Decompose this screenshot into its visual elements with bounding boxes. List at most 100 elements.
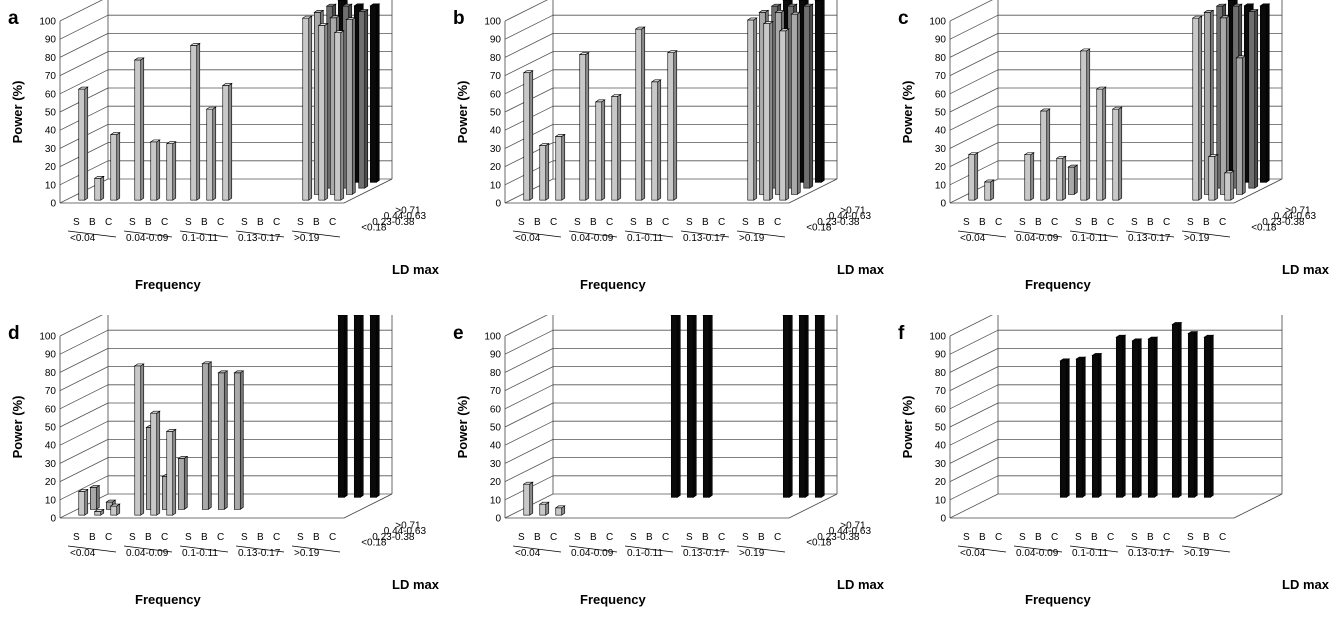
bar-top — [1259, 3, 1271, 7]
bar — [650, 79, 662, 201]
method-label: S — [1187, 217, 1194, 228]
bars — [77, 0, 381, 201]
group-rule — [1069, 545, 1119, 553]
bar-face — [702, 315, 710, 498]
bar-side — [375, 315, 380, 498]
bar-side — [343, 315, 348, 498]
bar-side — [84, 86, 89, 201]
bar-face — [1187, 333, 1195, 498]
y-tick-label: 50 — [45, 423, 57, 434]
bar-top — [301, 15, 313, 19]
bar-side — [796, 11, 801, 195]
y-tick-label: 80 — [45, 53, 57, 64]
bar-side — [140, 57, 145, 201]
bar-side — [324, 22, 329, 201]
method-label: C — [606, 532, 613, 543]
bar-top — [774, 10, 786, 13]
gridline-side — [949, 493, 999, 519]
group-rule — [67, 545, 117, 553]
bar-top — [221, 83, 233, 86]
y-tick-label: 10 — [935, 180, 947, 191]
gridline-side — [504, 420, 554, 446]
method-label: C — [1051, 532, 1058, 543]
y-tick-label: 60 — [935, 404, 947, 415]
bar-side — [1177, 321, 1182, 498]
gridline-side — [504, 439, 554, 464]
frequency-label: 0.1-0.11 — [182, 233, 218, 244]
bar-side — [785, 28, 790, 201]
bar-top — [1203, 334, 1215, 338]
panel-f: 0 10 20 30 40 50 60 70 80 90 100 f Power (%) S B C <0.04… — [890, 315, 1330, 623]
gridline-side — [504, 329, 554, 355]
method-label: C — [1219, 217, 1226, 228]
y-tick-label: 90 — [490, 35, 502, 46]
method-label: B — [145, 217, 152, 228]
y-tick-label: 70 — [45, 71, 57, 82]
bar-face — [353, 315, 361, 498]
panel-letter: b — [453, 8, 465, 29]
bar — [1111, 106, 1123, 201]
frequency-label: <0.04 — [960, 548, 986, 559]
group-rule — [235, 230, 285, 238]
bar — [317, 22, 329, 201]
gridline-side — [504, 315, 548, 337]
bar-top — [205, 106, 217, 110]
bar-side — [1065, 358, 1070, 498]
method-label: B — [758, 217, 765, 228]
bar-top — [1171, 322, 1183, 325]
bar — [109, 503, 121, 516]
y-tick-label: 60 — [45, 404, 57, 415]
gridline-side — [949, 457, 999, 482]
bar-top — [189, 43, 201, 46]
ld-level-label: >0.71 — [840, 520, 866, 531]
gridline-side — [949, 315, 993, 337]
bar-face — [1235, 57, 1243, 195]
frequency-label: 0.1-0.11 — [1072, 233, 1108, 244]
bar-face — [1115, 336, 1123, 498]
y-tick-label: 100 — [39, 332, 56, 343]
frequency-label: 0.1-0.11 — [627, 548, 663, 559]
bar — [802, 3, 814, 189]
bar-side — [529, 481, 534, 516]
y-tick-label: 10 — [490, 180, 502, 191]
method-label: C — [1107, 532, 1114, 543]
bar-top — [786, 3, 798, 7]
bar-side — [617, 93, 622, 201]
group-rule — [179, 545, 229, 553]
bar — [1039, 108, 1051, 201]
bar-top — [1147, 336, 1159, 340]
y-tick-label: 60 — [935, 89, 947, 100]
method-label: B — [257, 217, 264, 228]
bar — [782, 315, 793, 498]
gridline-side — [59, 475, 109, 501]
frequency-label: >0.19 — [739, 233, 765, 244]
gridline-side — [59, 348, 109, 373]
method-label: S — [297, 217, 304, 228]
bar-face — [1091, 355, 1099, 498]
y-tick-label: 90 — [45, 35, 57, 46]
bar — [89, 484, 101, 510]
bar-top — [554, 505, 566, 509]
y-tick-label: 0 — [940, 199, 946, 210]
bar-top — [1055, 155, 1067, 159]
y-tick-label: 80 — [490, 53, 502, 64]
bar — [177, 455, 189, 510]
bar-top — [217, 370, 229, 374]
bar — [165, 428, 177, 516]
y-tick-label: 30 — [45, 144, 57, 155]
y-axis-label: Power (%) — [900, 81, 915, 144]
y-tick-label: 90 — [490, 350, 502, 361]
gridline-side — [59, 329, 109, 355]
bar-side — [804, 315, 809, 498]
z-axis-label: LD max — [1282, 577, 1330, 592]
bar — [93, 508, 105, 516]
gridline-side — [949, 33, 999, 58]
bar-face — [369, 5, 377, 183]
method-label: S — [574, 217, 581, 228]
bar-top — [149, 139, 161, 143]
group-rule — [123, 230, 173, 238]
bar-side — [1153, 336, 1158, 498]
bar-side — [1254, 9, 1259, 189]
bar — [1259, 3, 1271, 183]
